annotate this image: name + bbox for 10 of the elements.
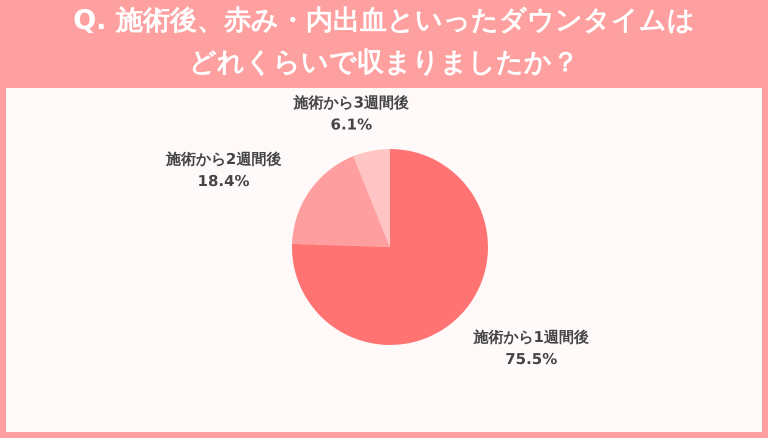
- pie-slice: [292, 156, 390, 247]
- pie-slice: [292, 149, 488, 345]
- pie-slice: [353, 149, 390, 247]
- slice-label: 施術から3週間後: [292, 94, 410, 112]
- data-label: 75.5%: [505, 350, 558, 368]
- data-label: 6.1%: [330, 116, 372, 134]
- slice-label: 施術から1週間後: [472, 328, 589, 346]
- slice-label: 施術から2週間後: [164, 150, 282, 168]
- chart-title: Q. 施術後、赤み・内出血といったダウンタイムはどれくらいで収まりましたか？: [72, 4, 696, 80]
- data-label: 18.4%: [198, 172, 250, 190]
